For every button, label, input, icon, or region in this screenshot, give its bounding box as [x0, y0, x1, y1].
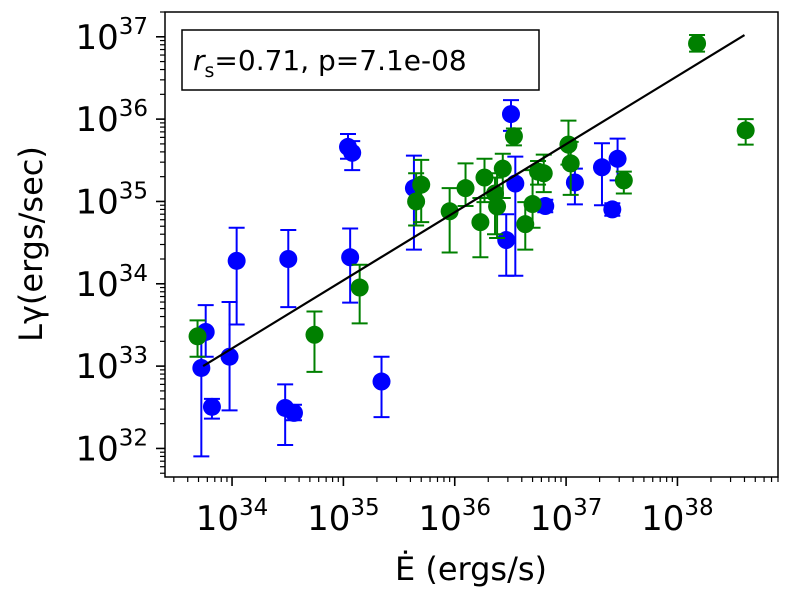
data-point [188, 327, 207, 346]
data-point [475, 168, 494, 187]
data-layer [188, 34, 755, 458]
data-point [506, 174, 525, 193]
y-tick-base: 10 [75, 265, 118, 305]
data-point [305, 325, 324, 344]
annotation-statistic: =0.71, p=7.1e-08 [214, 44, 466, 77]
y-tick-exponent: 34 [119, 261, 148, 287]
data-point [736, 121, 755, 140]
x-tick-exponent: 34 [239, 495, 268, 521]
axis-layer: 1034 1035 1036 1037 103810321033103410351036… [75, 11, 779, 539]
data-point [504, 127, 523, 146]
y-tick-label: 1037 [75, 14, 148, 58]
data-point [343, 143, 362, 162]
x-tick-label: 1036 [418, 495, 491, 539]
annotation-box: rs=0.71, p=7.1e-08 [181, 29, 540, 91]
data-point [456, 179, 475, 198]
x-tick-base: 10 [196, 499, 239, 539]
y-tick-label: 1034 [75, 261, 148, 305]
y-tick-exponent: 32 [119, 425, 148, 451]
data-point [614, 171, 633, 190]
data-point [603, 200, 622, 219]
fit-line [202, 34, 746, 368]
data-point [565, 173, 584, 192]
y-tick-exponent: 36 [119, 96, 148, 122]
annotation-frame [181, 29, 540, 91]
y-tick-base: 10 [75, 182, 118, 222]
data-point [592, 158, 611, 177]
data-point [501, 105, 520, 124]
data-point [202, 397, 221, 416]
x-tick-base: 10 [418, 499, 461, 539]
y-axis-label: Lγ(ergs/sec) [12, 146, 50, 342]
y-tick-base: 10 [75, 18, 118, 58]
data-point [407, 192, 426, 211]
annotation-symbol: r [193, 44, 206, 77]
y-tick-base: 10 [75, 429, 118, 469]
data-point [440, 202, 459, 221]
x-tick-exponent: 36 [462, 495, 491, 521]
y-tick-label: 1033 [75, 343, 148, 387]
data-point [493, 159, 512, 178]
data-point [372, 372, 391, 391]
x-tick-exponent: 35 [350, 495, 379, 521]
annotation-subscript: s [205, 60, 215, 82]
data-point [523, 195, 542, 214]
x-axis-label: Ė (ergs/s) [395, 550, 547, 588]
data-point [412, 175, 431, 194]
y-tick-label: 1036 [75, 96, 148, 140]
x-tick-base: 10 [307, 499, 350, 539]
data-point [284, 403, 303, 422]
data-point [192, 358, 211, 377]
x-tick-exponent: 38 [684, 495, 713, 521]
x-tick-label: 1038 [641, 495, 714, 539]
data-point [488, 197, 507, 216]
series-green [188, 34, 755, 373]
x-tick-label: 1034 [196, 495, 269, 539]
y-tick-label: 1032 [75, 425, 148, 469]
x-tick-base: 10 [530, 499, 573, 539]
x-tick-base: 10 [641, 499, 684, 539]
data-point [227, 251, 246, 270]
plot-frame [164, 11, 779, 478]
x-tick-label: 1035 [307, 495, 380, 539]
data-point [350, 278, 369, 297]
y-tick-exponent: 35 [119, 178, 148, 204]
series-blue [192, 99, 627, 458]
y-tick-label: 1035 [75, 178, 148, 222]
x-tick-exponent: 37 [573, 495, 602, 521]
annotation-text: rs=0.71, p=7.1e-08 [193, 44, 467, 82]
data-point [471, 213, 490, 232]
data-point [341, 248, 360, 267]
data-point [608, 149, 627, 168]
data-point [561, 154, 580, 173]
data-point [497, 231, 516, 250]
x-tick-label: 1037 [530, 495, 603, 539]
y-tick-base: 10 [75, 100, 118, 140]
y-tick-exponent: 33 [119, 343, 148, 369]
data-point [279, 249, 298, 268]
data-point [688, 34, 707, 53]
y-tick-base: 10 [75, 347, 118, 387]
y-tick-exponent: 37 [119, 14, 148, 40]
data-point [534, 164, 553, 183]
